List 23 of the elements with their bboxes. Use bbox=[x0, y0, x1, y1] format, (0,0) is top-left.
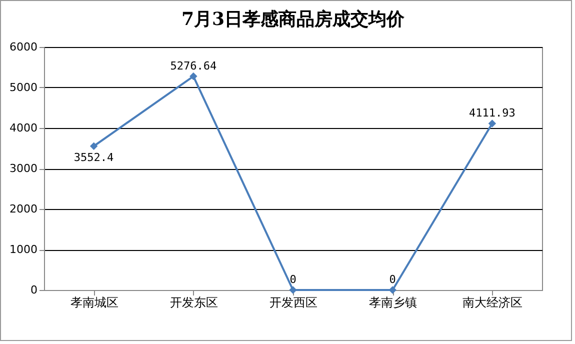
data-label: 0 bbox=[389, 273, 396, 286]
data-label: 4111.93 bbox=[469, 106, 516, 120]
chart-title: 7月3日孝感商品房成交均价 bbox=[181, 9, 406, 30]
y-tick-label: 3000 bbox=[10, 162, 38, 175]
x-tick-label: 开发东区 bbox=[170, 296, 218, 310]
point bbox=[289, 286, 297, 294]
point bbox=[90, 142, 98, 150]
data-label: 5276.64 bbox=[170, 59, 217, 72]
point bbox=[388, 286, 396, 294]
y-tick-label: 6000 bbox=[10, 40, 38, 54]
data-label: 0 bbox=[290, 273, 296, 286]
x-tick-label: 南大经济区 bbox=[462, 296, 523, 310]
data-label: 3552.4 bbox=[74, 151, 114, 164]
y-tick-label: 4000 bbox=[10, 122, 38, 134]
x-tick-label: 开发西区 bbox=[270, 296, 318, 310]
x-tick-label: 孝南城区 bbox=[70, 296, 118, 310]
x-tick-label: 孝南乡镇 bbox=[369, 296, 418, 310]
point bbox=[488, 120, 496, 128]
y-tick-label: 0 bbox=[30, 284, 38, 296]
y-tick-label: 2000 bbox=[10, 202, 38, 216]
y-tick-label: 1000 bbox=[10, 243, 38, 256]
point bbox=[190, 72, 198, 80]
y-tick-label: 5000 bbox=[10, 81, 38, 94]
